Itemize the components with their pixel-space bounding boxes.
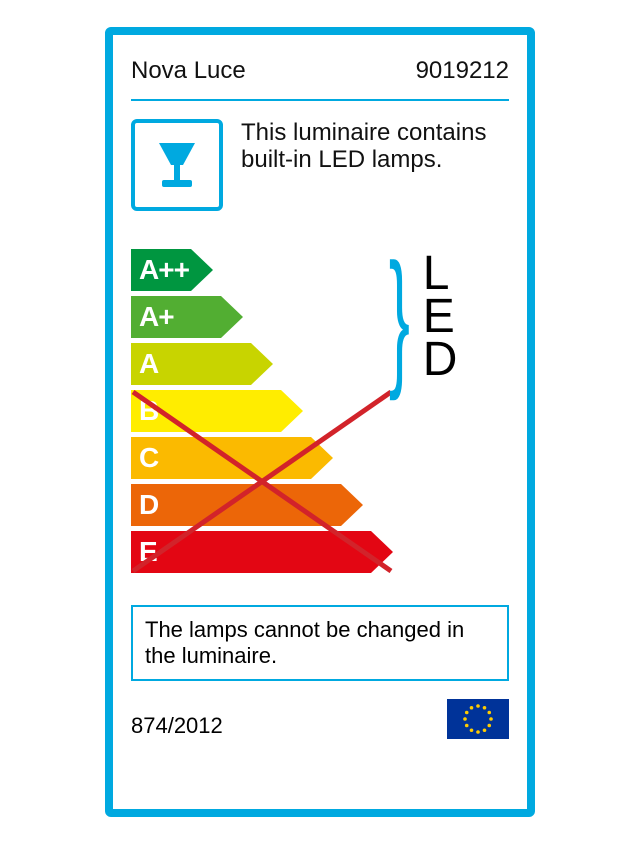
brand-name: Nova Luce — [131, 57, 246, 85]
class-bar-D: D — [131, 484, 363, 526]
lamp-icon-box — [131, 119, 223, 211]
class-bar-Aplus: A+ — [131, 296, 243, 338]
brace-symbol: } — [389, 241, 410, 392]
led-brace: } L E D — [376, 247, 463, 387]
footer-row: 874/2012 — [131, 699, 509, 739]
energy-class-chart: A++ A+ ABCDE } L E D — [131, 249, 509, 579]
builtin-led-text: This luminaire contains built-in LED lam… — [241, 119, 509, 174]
lamp-icon — [147, 135, 207, 195]
class-bar-B: B — [131, 390, 303, 432]
class-bar-label: B — [139, 395, 158, 427]
led-vertical-label: L E D — [423, 252, 464, 382]
class-bar-Aplusplus: A++ — [131, 249, 213, 291]
class-bar-label: E — [139, 536, 157, 568]
class-bar-label: C — [139, 442, 158, 474]
class-bar-label: A++ — [139, 254, 189, 286]
energy-label: Nova Luce 9019212 This luminaire contain… — [105, 27, 535, 817]
class-bar-label: A+ — [139, 301, 174, 333]
eu-flag-icon — [447, 699, 509, 739]
note-box: The lamps cannot be changed in the lumin… — [131, 605, 509, 682]
class-bar-label: A — [139, 348, 158, 380]
model-number: 9019212 — [416, 57, 509, 85]
class-bar-label: D — [139, 489, 158, 521]
builtin-led-row: This luminaire contains built-in LED lam… — [131, 119, 509, 211]
class-bar-C: C — [131, 437, 333, 479]
class-bar-E: E — [131, 531, 393, 573]
class-bar-A: A — [131, 343, 273, 385]
note-text: The lamps cannot be changed in the lumin… — [145, 617, 464, 668]
label-header: Nova Luce 9019212 — [131, 57, 509, 85]
regulation-number: 874/2012 — [131, 713, 223, 739]
header-rule — [131, 99, 509, 101]
